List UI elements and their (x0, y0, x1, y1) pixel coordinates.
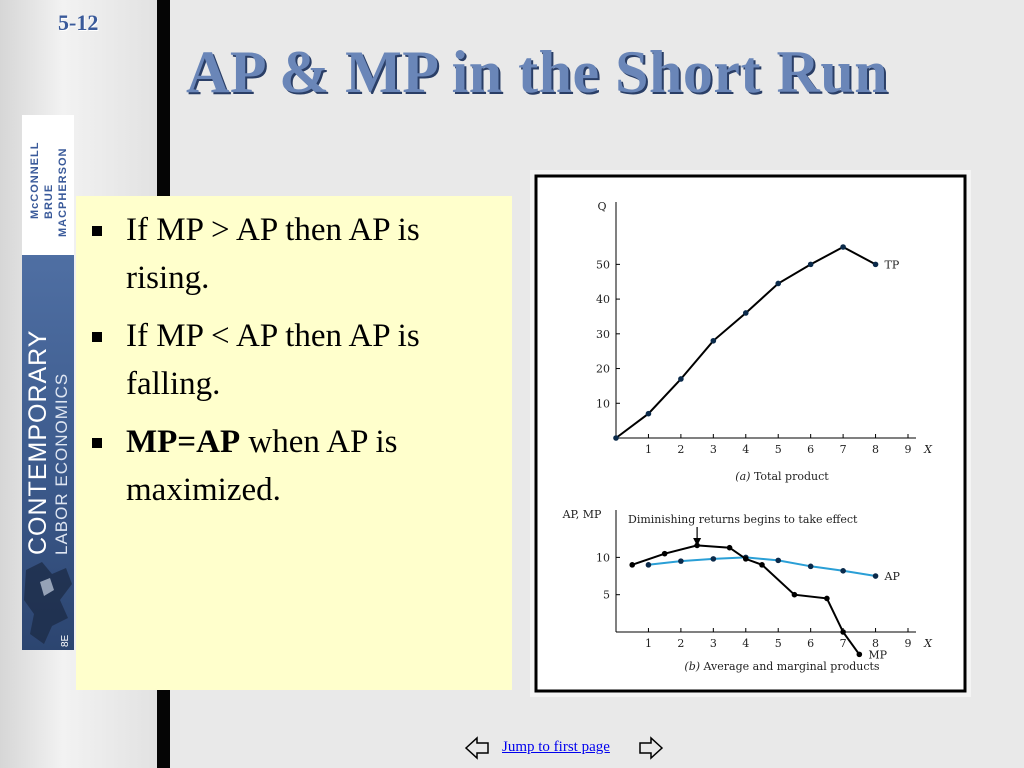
x-tick-label: 1 (645, 443, 652, 456)
bullet-square-icon (92, 438, 102, 448)
data-point-mp (759, 562, 765, 568)
x-tick-label: 4 (742, 443, 749, 456)
data-point-ap (775, 557, 782, 564)
figure-frame (534, 174, 967, 693)
x-tick-label: 9 (905, 443, 912, 456)
data-point-tp (807, 261, 814, 268)
x-tick-label: 3 (710, 443, 717, 456)
data-point-mp (742, 556, 749, 562)
production-curves-figure: 1 2 3 4 5 6 7 8 9 10 20 30 40 50 X Q (a) Total product TP… (534, 174, 967, 693)
annotation-arrow-head-icon (693, 538, 702, 546)
bullet-text-box: If MP > AP then AP is rising. If MP < AP… (76, 196, 512, 690)
book-cover-artwork (24, 562, 72, 644)
slide-title: AP & MP in the Short Run (186, 39, 889, 105)
data-point-mp (840, 629, 846, 635)
data-point-tp (613, 435, 619, 441)
book-edition: 8E (60, 634, 71, 647)
data-point-mp (791, 591, 798, 598)
diminishing-returns-annotation: Diminishing returns begins to take effec… (628, 513, 858, 526)
y-axis-label: AP, MP (562, 508, 602, 521)
data-point-tp (678, 376, 684, 382)
x-tick-label: 8 (872, 443, 879, 456)
x-tick-label: 9 (905, 637, 912, 650)
x-tick-label: 7 (840, 637, 847, 650)
x-tick-label: 4 (742, 637, 749, 650)
x-tick-label: 1 (645, 637, 652, 650)
bullet-item: If MP > AP then AP is rising. (76, 206, 512, 302)
data-point-ap (840, 568, 846, 574)
x-tick-label: 2 (677, 637, 684, 650)
series-line-mp (631, 544, 861, 655)
book-title-line2: LABOR ECONOMICS (52, 372, 71, 555)
average-marginal-product-chart: 1 2 3 4 5 6 7 8 9 5 10 X AP, MP (b) Average and margi… (562, 508, 933, 673)
data-point-ap (807, 563, 814, 570)
bullet-item: MP=AP when AP is maximized. (76, 418, 512, 514)
series-label-ap: AP (884, 570, 901, 583)
data-point-mp (661, 550, 668, 557)
data-point-ap (710, 556, 717, 562)
series-label-mp: MP (868, 648, 887, 661)
y-tick-label: 10 (596, 397, 610, 410)
author-3: MACPHERSON (57, 147, 69, 237)
x-axis-label: X (923, 637, 933, 650)
y-tick-label: 20 (596, 363, 610, 376)
previous-arrow-icon[interactable] (464, 735, 490, 761)
data-point-tp (840, 244, 846, 250)
bullet-text: If MP > AP then AP is rising. (126, 212, 420, 296)
y-tick-label: 5 (603, 589, 610, 602)
y-tick-label: 40 (596, 293, 610, 306)
data-point-tp (775, 280, 782, 287)
x-tick-label: 7 (840, 443, 847, 456)
series-line-ap (648, 556, 876, 577)
book-title-panel: CONTEMPORARY LABOR ECONOMICS 8E (22, 255, 74, 650)
bullet-text: If MP < AP then AP is falling. (126, 318, 420, 402)
data-point-mp (726, 544, 733, 551)
author-2: BRUE (43, 183, 55, 219)
data-point-ap (872, 573, 879, 579)
data-point-tp (710, 337, 717, 344)
data-point-mp (856, 651, 863, 658)
x-tick-label: 5 (775, 443, 782, 456)
data-point-tp (742, 310, 749, 316)
data-point-tp (645, 410, 652, 417)
bullet-item: If MP < AP then AP is falling. (76, 312, 512, 408)
data-point-mp (824, 595, 830, 602)
x-tick-label: 3 (710, 637, 717, 650)
bullet-text: when AP is maximized. (126, 424, 398, 508)
y-tick-label: 30 (596, 328, 610, 341)
chart-caption: (a) Total product (735, 470, 829, 483)
jump-to-first-page-link[interactable]: Jump to first page (502, 739, 610, 755)
total-product-chart: 1 2 3 4 5 6 7 8 9 10 20 30 40 50 X Q (a) Total product TP (596, 200, 933, 483)
x-tick-label: 2 (677, 443, 684, 456)
data-point-ap (645, 562, 652, 568)
figure-panel: 1 2 3 4 5 6 7 8 9 10 20 30 40 50 X Q (a) Total product TP… (530, 170, 971, 697)
bullet-bold-text: MP=AP (126, 424, 241, 460)
series-label-tp: TP (885, 258, 900, 271)
data-point-ap (678, 558, 684, 564)
x-tick-label: 5 (775, 637, 782, 650)
bullet-list: If MP > AP then AP is rising. If MP < AP… (76, 206, 512, 524)
x-tick-label: 8 (872, 637, 879, 650)
slide-number: 5-12 (58, 10, 99, 35)
data-point-tp (872, 261, 879, 268)
y-tick-label: 10 (596, 551, 610, 564)
chart-caption: (b) Average and marginal products (684, 660, 879, 673)
data-point-mp (629, 562, 636, 568)
book-authors-panel: McCONNELL BRUE MACPHERSON (22, 115, 74, 255)
y-tick-label: 50 (596, 258, 610, 271)
x-axis-label: X (923, 443, 933, 456)
y-axis-label: Q (597, 200, 606, 213)
book-title-line1: CONTEMPORARY (24, 329, 52, 555)
book-cover-spine: McCONNELL BRUE MACPHERSON CONTEMPORARY L… (22, 115, 74, 650)
footer-nav: Jump to first page (464, 732, 664, 762)
x-tick-label: 6 (807, 443, 814, 456)
bullet-square-icon (92, 226, 102, 236)
bullet-square-icon (92, 332, 102, 342)
x-tick-label: 6 (807, 637, 814, 650)
author-1: McCONNELL (29, 141, 41, 219)
next-arrow-icon[interactable] (638, 735, 664, 761)
